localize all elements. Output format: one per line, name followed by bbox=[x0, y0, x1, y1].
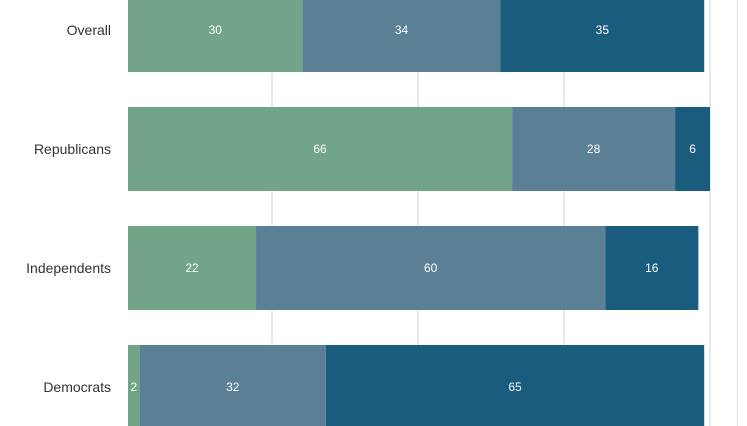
bar-segment bbox=[128, 226, 257, 310]
bar-segment bbox=[605, 226, 699, 310]
bar-segment bbox=[256, 226, 606, 310]
bar-segment bbox=[128, 345, 140, 426]
right-panel-edge bbox=[737, 0, 747, 426]
category-label: Independents bbox=[26, 260, 111, 276]
data-label: 30 bbox=[209, 23, 223, 37]
data-label: 60 bbox=[424, 261, 438, 275]
category-label: Democrats bbox=[43, 379, 111, 395]
data-label: 2 bbox=[130, 380, 137, 394]
bar-segment bbox=[128, 107, 513, 191]
bar-segment bbox=[139, 345, 326, 426]
data-label: 28 bbox=[587, 142, 601, 156]
category-label: Overall bbox=[67, 22, 111, 38]
bar-segment bbox=[302, 0, 501, 72]
data-label: 66 bbox=[313, 142, 327, 156]
data-label: 32 bbox=[226, 380, 240, 394]
bar-segment bbox=[675, 107, 710, 191]
bar-segment bbox=[512, 107, 676, 191]
bar-segment bbox=[128, 0, 303, 72]
data-label: 65 bbox=[508, 380, 522, 394]
category-labels: Overall Republicans Independents Democrats bbox=[26, 22, 111, 395]
data-label: 22 bbox=[185, 261, 199, 275]
bar-segment bbox=[325, 345, 705, 426]
data-label: 16 bbox=[645, 261, 659, 275]
data-label: 34 bbox=[395, 23, 409, 37]
data-label: 6 bbox=[689, 142, 696, 156]
bars: 30 34 35 66 28 6 22 60 16 2 32 65 bbox=[128, 0, 710, 426]
bar-segment bbox=[500, 0, 705, 72]
data-label: 35 bbox=[596, 23, 610, 37]
category-label: Republicans bbox=[34, 141, 111, 157]
